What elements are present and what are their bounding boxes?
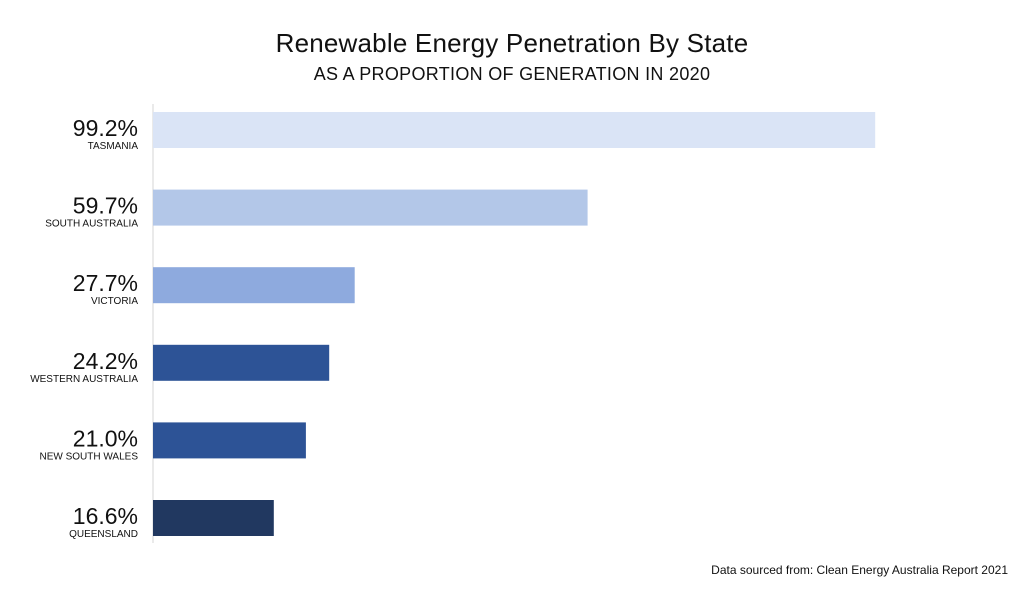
category-label-western-australia: WESTERN AUSTRALIA [30, 374, 138, 385]
category-label-victoria: VICTORIA [91, 296, 138, 307]
category-label-south-australia: SOUTH AUSTRALIA [45, 219, 138, 230]
bar-victoria [153, 267, 355, 304]
value-label-tasmania: 99.2% [73, 115, 138, 141]
bar-new-south-wales [153, 422, 306, 459]
chart-title: Renewable Energy Penetration By State [275, 28, 749, 58]
value-label-south-australia: 59.7% [73, 193, 138, 219]
category-label-queensland: QUEENSLAND [69, 529, 138, 540]
source-note: Data sourced from: Clean Energy Australi… [711, 563, 1008, 577]
category-label-tasmania: TASMANIA [88, 141, 139, 152]
bar-south-australia [153, 189, 588, 226]
bar-queensland [153, 500, 274, 536]
category-label-new-south-wales: NEW SOUTH WALES [39, 451, 138, 462]
bar-western-australia [153, 344, 330, 381]
bar-tasmania [153, 112, 876, 148]
value-label-victoria: 27.7% [73, 270, 138, 296]
value-label-queensland: 16.6% [73, 503, 138, 529]
chart-subtitle: AS A PROPORTION OF GENERATION IN 2020 [313, 64, 711, 84]
value-label-new-south-wales: 21.0% [73, 425, 138, 451]
value-label-western-australia: 24.2% [73, 348, 138, 374]
